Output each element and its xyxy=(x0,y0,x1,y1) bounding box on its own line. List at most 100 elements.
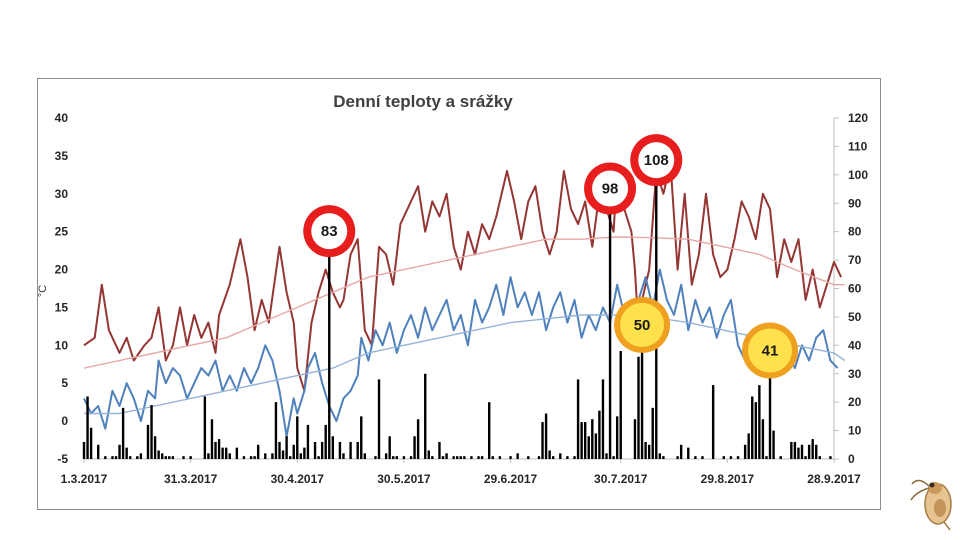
precipitation-bar xyxy=(793,441,797,459)
precipitation-bar xyxy=(640,319,644,459)
precipitation-bar xyxy=(221,447,224,459)
callout-inner xyxy=(748,328,793,373)
precipitation-bar xyxy=(413,436,416,459)
callout-label: 98 xyxy=(602,181,619,198)
precipitation-bar xyxy=(271,453,274,459)
precipitation-bar xyxy=(306,424,310,459)
precipitation-bar xyxy=(619,351,622,459)
precipitation-bar xyxy=(470,456,473,459)
callout-41: 41 xyxy=(742,322,799,379)
precipitation-bar xyxy=(583,422,587,459)
y-left-tick-label: 25 xyxy=(55,225,69,239)
precipitation-bar xyxy=(658,453,662,459)
precipitation-bar xyxy=(790,441,793,459)
callout-98: 98 xyxy=(584,162,637,215)
precipitation-bar xyxy=(498,456,502,459)
precipitation-bar xyxy=(573,456,576,459)
precipitation-bar xyxy=(662,456,665,459)
callout-inner xyxy=(311,213,348,250)
precipitation-bar xyxy=(114,456,118,459)
precipitation-bar xyxy=(612,456,615,459)
precipitation-bar xyxy=(743,444,747,459)
precipitation-bar xyxy=(615,416,619,459)
callout-inner xyxy=(620,302,665,347)
precipitation-bar xyxy=(544,413,548,459)
y-right-tick-label: 20 xyxy=(848,395,862,409)
y-right-tick-label: 100 xyxy=(848,168,868,182)
precipitation-bar xyxy=(441,456,445,459)
y-left-tick-label: 30 xyxy=(55,187,69,201)
precipitation-bar xyxy=(171,456,175,459)
y-right-tick-label: 0 xyxy=(848,452,855,466)
precipitation-bar xyxy=(477,456,480,459)
precipitation-bar xyxy=(591,419,594,459)
precipitation-bar xyxy=(761,419,765,459)
precipitation-bar xyxy=(281,450,285,459)
max-daily-temperature-line xyxy=(83,162,843,392)
precipitation-bar xyxy=(676,456,679,459)
x-tick-label: 30.5.2017 xyxy=(377,472,431,486)
y-left-tick-label: 40 xyxy=(55,111,69,125)
precipitation-bar xyxy=(754,402,758,459)
x-tick-label: 29.6.2017 xyxy=(484,472,538,486)
callout-83: 83 xyxy=(303,205,356,258)
y-right-tick-label: 120 xyxy=(848,111,868,125)
callout-label: 108 xyxy=(644,152,669,169)
precipitation-bar xyxy=(313,441,317,459)
precipitation-bar xyxy=(594,433,598,459)
precipitation-bar xyxy=(601,379,605,459)
y-left-tick-label: 0 xyxy=(61,414,68,428)
precipitation-bar xyxy=(527,456,530,459)
precipitation-bar xyxy=(516,453,519,459)
precipitation-bar xyxy=(637,356,640,459)
precipitation-bar xyxy=(274,402,278,459)
precipitation-bar xyxy=(687,447,690,459)
precipitation-bar xyxy=(779,456,782,459)
precipitation-bar xyxy=(416,419,420,459)
precipitation-bar xyxy=(736,456,740,459)
precipitation-bar xyxy=(104,456,107,459)
y-right-tick-label: 70 xyxy=(848,253,862,267)
precipitation-bar xyxy=(182,456,185,459)
precipitation-bar xyxy=(491,456,494,459)
precipitation-bar xyxy=(342,453,345,459)
precipitation-bar xyxy=(160,453,164,459)
precipitation-bar xyxy=(768,342,772,459)
y-right-tick-label: 90 xyxy=(848,196,862,210)
precipitation-bar xyxy=(214,441,217,459)
precipitation-bar xyxy=(751,396,754,459)
precipitation-bar xyxy=(121,407,125,459)
precipitation-bar xyxy=(86,396,89,459)
precipitation-bar xyxy=(551,456,555,459)
precipitation-bar xyxy=(765,456,768,459)
precipitation-bar xyxy=(772,430,775,459)
x-tick-label: 1.3.2017 xyxy=(61,472,108,486)
y-right-tick-label: 10 xyxy=(848,424,862,438)
y-left-tick-label: -5 xyxy=(57,452,68,466)
precipitation-bar xyxy=(409,456,413,459)
y-left-unit: °C xyxy=(37,285,49,297)
precipitation-bar xyxy=(82,441,86,459)
precipitation-bar xyxy=(189,456,192,459)
precipitation-bar xyxy=(153,436,157,459)
y-left-tick-label: 35 xyxy=(55,149,69,163)
precipitation-bar xyxy=(203,396,207,459)
precipitation-bar xyxy=(388,436,391,459)
precipitation-bar xyxy=(559,453,562,459)
precipitation-bar xyxy=(424,373,427,459)
precipitation-bar xyxy=(97,444,100,459)
precipitation-bar xyxy=(580,422,583,459)
precipitation-bar xyxy=(136,456,139,459)
precipitation-bar xyxy=(729,456,733,459)
precipitation-bar xyxy=(402,456,406,459)
precipitation-bar xyxy=(324,424,327,459)
precipitation-bar xyxy=(598,410,601,459)
precipitation-bar xyxy=(509,456,512,459)
precipitation-bar xyxy=(296,416,299,459)
x-tick-label: 31.3.2017 xyxy=(164,472,218,486)
y-left-tick-label: 10 xyxy=(55,338,69,352)
callout-label: 41 xyxy=(762,342,779,359)
y-right-tick-label: 60 xyxy=(848,282,862,296)
min-temperature-long-term-average-line xyxy=(84,314,846,415)
precipitation-bar xyxy=(427,450,430,459)
